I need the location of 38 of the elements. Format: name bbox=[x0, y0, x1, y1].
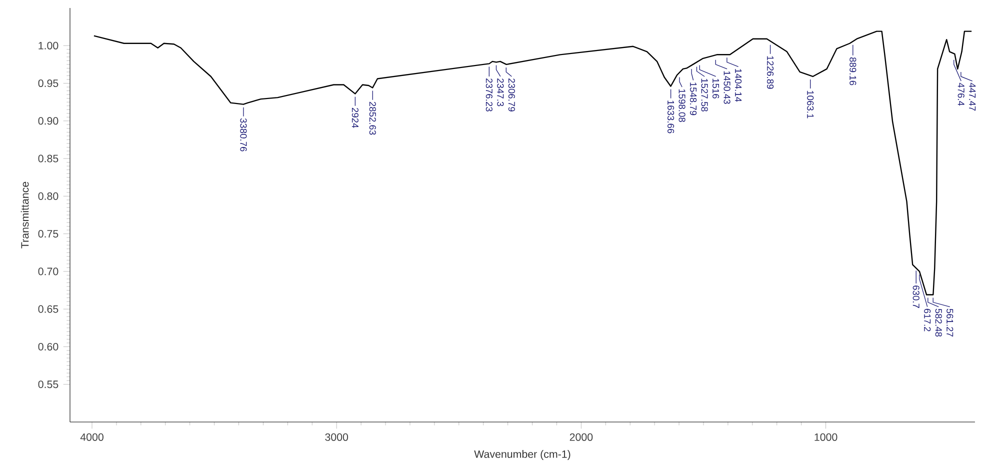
x-tick-label: 4000 bbox=[80, 433, 104, 441]
y-axis-title: Transmittance bbox=[20, 182, 29, 248]
annotation: 2347.3 bbox=[497, 78, 504, 106]
y-tick-label: 0.55 bbox=[38, 380, 58, 388]
annotation: 1548.79 bbox=[690, 82, 697, 116]
x-tick-label: 3000 bbox=[325, 433, 348, 441]
annotation: 476.4 bbox=[958, 82, 964, 106]
annotation: 2376.23 bbox=[486, 78, 492, 112]
annotation: 630.7 bbox=[912, 286, 920, 308]
y-tick-label: 1.00 bbox=[38, 42, 58, 50]
y-tick-label: 0.90 bbox=[38, 117, 58, 125]
annotation: 1516 bbox=[712, 78, 720, 98]
annotation: 2852.63 bbox=[369, 102, 376, 135]
annotation: 447.47 bbox=[969, 82, 976, 111]
y-tick-label: 0.75 bbox=[38, 230, 58, 238]
annotation: 1450.43 bbox=[724, 71, 730, 104]
annotation: 1404.14 bbox=[735, 69, 742, 102]
annotation: 1226.89 bbox=[766, 56, 774, 89]
annotation: 1598.08 bbox=[678, 89, 686, 122]
x-tick-label: 1000 bbox=[814, 433, 838, 441]
x-tick-label: 2000 bbox=[570, 433, 593, 441]
annotation: 1063.1 bbox=[807, 90, 814, 118]
annotation: 1633.66 bbox=[668, 100, 674, 134]
x-axis-title: Wavenumber (cm-1) bbox=[474, 450, 570, 460]
y-tick-label: 0.80 bbox=[38, 192, 58, 200]
y-tick-label: 0.95 bbox=[38, 79, 58, 88]
annotation: 582.48 bbox=[935, 308, 942, 337]
annotation: 1527.58 bbox=[701, 78, 708, 112]
y-tick-label: 0.70 bbox=[38, 268, 58, 276]
annotation: 3380.76 bbox=[240, 118, 247, 152]
y-tick-label: 0.85 bbox=[38, 154, 58, 162]
annotation: 561.27 bbox=[946, 308, 954, 336]
annotation: 2306.79 bbox=[508, 78, 515, 112]
annotation: 617.2 bbox=[924, 308, 931, 332]
annotation: 889.16 bbox=[850, 57, 856, 86]
y-tick-label: 0.65 bbox=[38, 305, 58, 313]
y-tick-label: 0.60 bbox=[38, 342, 58, 350]
annotation: 2924 bbox=[352, 108, 358, 128]
